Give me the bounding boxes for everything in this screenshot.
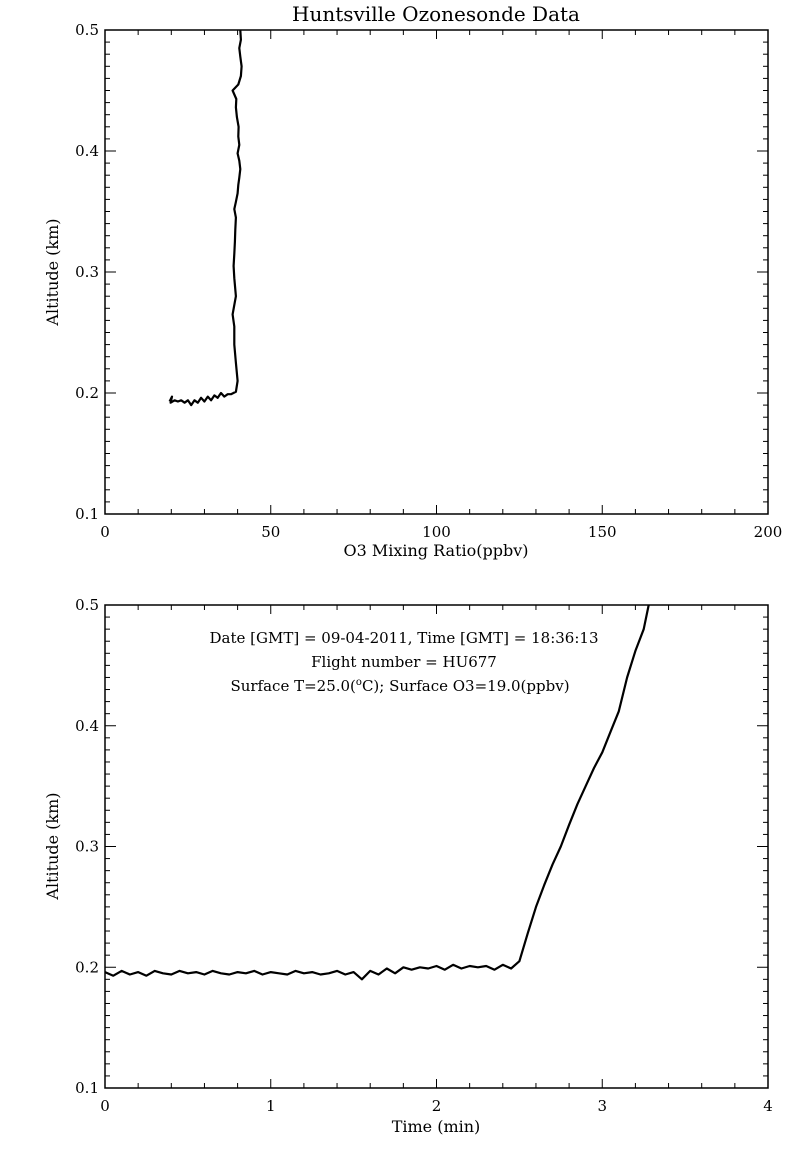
x-tick-label: 200 <box>754 523 783 541</box>
y-tick-label: 0.3 <box>75 838 99 856</box>
annotation-surface-o3: C); Surface O3=19.0(ppbv) <box>362 677 570 695</box>
tick-labels: 0 1 2 3 4 0.1 0.2 0.3 0.4 0.5 <box>75 596 773 1115</box>
x-tick-label: 4 <box>763 1097 773 1115</box>
plot-frame <box>104 29 769 515</box>
series-group <box>104 604 650 981</box>
x-tick-label: 0 <box>100 523 110 541</box>
ozone-profile-plot: 0 50 100 150 200 0.1 0.2 0.3 0.4 0.5 O3 Mixing Ra… <box>43 21 782 560</box>
x-tick-label: 50 <box>261 523 280 541</box>
y-tick-label: 0.2 <box>75 958 99 976</box>
tick-labels: 0 50 100 150 200 0.1 0.2 0.3 0.4 0.5 <box>75 21 782 541</box>
annotation-surface-values: Surface T=25.0(oC); Surface O3=19.0(ppbv… <box>230 677 569 695</box>
x-tick-label: 2 <box>432 1097 442 1115</box>
y-tick-label: 0.1 <box>75 505 99 523</box>
data-series-line <box>104 604 650 981</box>
x-tick-label: 3 <box>597 1097 607 1115</box>
y-tick-label: 0.5 <box>75 21 99 39</box>
flight-info-annotation: Date [GMT] = 09-04-2011, Time [GMT] = 18… <box>209 629 598 695</box>
series-group <box>168 29 243 407</box>
x-tick-label: 0 <box>100 1097 110 1115</box>
y-axis-label: Altitude (km) <box>43 218 62 326</box>
annotation-surface-t: Surface T=25.0( <box>230 677 355 695</box>
y-tick-label: 0.4 <box>75 142 99 160</box>
altitude-time-plot: 0 1 2 3 4 0.1 0.2 0.3 0.4 0.5 Time (min) Altitude… <box>43 596 773 1136</box>
x-tick-label: 1 <box>266 1097 276 1115</box>
x-axis-label: Time (min) <box>392 1117 481 1136</box>
x-tick-label: 150 <box>588 523 617 541</box>
y-tick-label: 0.3 <box>75 263 99 281</box>
y-tick-label: 0.1 <box>75 1079 99 1097</box>
y-tick-label: 0.2 <box>75 384 99 402</box>
annotation-degree-sup: o <box>356 677 362 688</box>
annotation-flight-number: Flight number = HU677 <box>311 653 497 671</box>
y-axis-label: Altitude (km) <box>43 792 62 900</box>
data-series-line <box>168 29 243 407</box>
chart-title: Huntsville Ozonesonde Data <box>292 2 580 26</box>
x-axis-label: O3 Mixing Ratio(ppbv) <box>343 541 528 560</box>
x-tick-label: 100 <box>422 523 451 541</box>
y-tick-label: 0.4 <box>75 717 99 735</box>
y-tick-label: 0.5 <box>75 596 99 614</box>
annotation-date-time: Date [GMT] = 09-04-2011, Time [GMT] = 18… <box>209 629 598 647</box>
axis-ticks <box>104 604 769 1089</box>
axis-ticks <box>104 29 769 515</box>
